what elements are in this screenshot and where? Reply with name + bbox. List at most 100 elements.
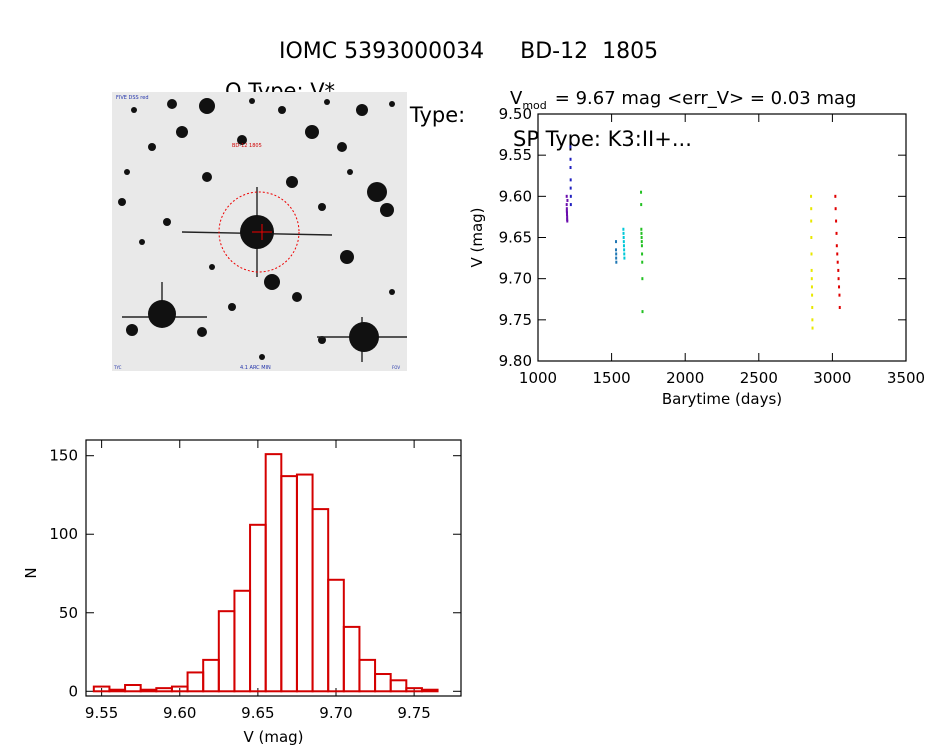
- x-tick-label: 2000: [666, 369, 704, 387]
- data-point: [622, 236, 625, 239]
- data-point: [622, 231, 625, 235]
- histogram-bar: [342, 625, 361, 693]
- data-point: [622, 227, 625, 231]
- finder-left-bottom-label: TYC: [113, 365, 122, 370]
- data-point: [835, 219, 838, 223]
- y-tick-label: 0: [68, 682, 78, 700]
- data-point: [835, 231, 838, 235]
- histogram-bar: [108, 688, 127, 693]
- data-point: [836, 252, 839, 256]
- data-point: [569, 186, 572, 190]
- x-tick-label: 9.65: [241, 704, 274, 722]
- histogram-bar: [139, 688, 158, 693]
- histogram-bar: [389, 679, 408, 693]
- histogram-bar: [264, 453, 283, 693]
- data-point: [810, 236, 813, 239]
- data-point: [810, 252, 813, 256]
- data-point: [566, 215, 569, 219]
- histogram-bar: [358, 658, 377, 693]
- data-point: [810, 207, 813, 211]
- data-point: [569, 178, 572, 182]
- data-point: [834, 207, 837, 211]
- data-point: [615, 256, 618, 260]
- data-point: [565, 207, 568, 211]
- y-tick-label: 150: [49, 447, 78, 465]
- finder-right-bottom-label: FOV: [392, 365, 400, 370]
- data-point: [837, 277, 840, 281]
- histogram-bar: [420, 688, 439, 693]
- data-point: [640, 227, 643, 231]
- data-point: [838, 305, 841, 309]
- data-point: [810, 194, 813, 198]
- data-point: [838, 293, 841, 297]
- data-point: [640, 240, 643, 244]
- data-point: [810, 285, 813, 289]
- title-prefix: V: [510, 88, 523, 109]
- data-point: [565, 194, 568, 198]
- data-point: [640, 203, 643, 207]
- data-point: [569, 157, 572, 161]
- histogram-bar: [280, 475, 298, 693]
- data-point: [615, 252, 618, 256]
- data-point: [836, 260, 839, 264]
- y-tick-label: 9.75: [499, 311, 532, 329]
- data-point: [837, 268, 840, 272]
- histogram-bar: [374, 673, 392, 693]
- light-curve-axes-frame: [537, 113, 907, 362]
- data-point: [622, 240, 625, 244]
- histogram-bar: [155, 687, 173, 693]
- finder-target-label: BD-12 1805: [232, 143, 262, 149]
- data-point: [566, 217, 569, 221]
- chart-title-line-1: IOMC 5393000034 BD-12 1805: [265, 14, 658, 64]
- histogram-bar: [124, 684, 142, 693]
- y-tick-label: 9.60: [499, 187, 532, 205]
- histogram-plot: 9.55 9.60 9.65 9.70 9.75 0 50 100 150 V (mag) N: [22, 439, 462, 746]
- data-point: [640, 190, 643, 194]
- x-tick-label: 9.55: [85, 704, 118, 722]
- data-point: [565, 211, 568, 215]
- x-axis-label: Barytime (days): [662, 390, 782, 408]
- data-point: [640, 236, 643, 239]
- x-axis-label: V (mag): [243, 728, 303, 746]
- data-point: [569, 145, 572, 149]
- histogram-bar: [217, 610, 236, 693]
- data-point: [810, 219, 813, 223]
- y-tick-label: 9.55: [499, 146, 532, 164]
- histogram-axes-frame: [85, 439, 462, 697]
- histogram-bar: [202, 658, 220, 693]
- x-tick-label: 2500: [740, 369, 778, 387]
- y-tick-label: 9.70: [499, 270, 532, 288]
- data-point: [623, 256, 626, 260]
- title-rest: = 9.67 mag <err_V> = 0.03 mag: [555, 88, 857, 109]
- data-point: [569, 203, 572, 207]
- y-tick-label: 9.80: [499, 352, 532, 370]
- data-point: [811, 293, 814, 297]
- data-point: [623, 248, 626, 252]
- y-tick-label: 9.65: [499, 229, 532, 247]
- histogram-bar: [249, 523, 267, 693]
- data-point: [615, 240, 618, 244]
- finder-scale-label: 4.1 ARC MIN: [240, 365, 271, 371]
- histogram-bar: [327, 578, 345, 693]
- title-subscript: mod: [522, 99, 546, 112]
- x-tick-label: 1000: [519, 369, 557, 387]
- histogram-bar: [295, 473, 314, 693]
- light-curve-plot: 1000 1500 2000 2500 3000 3500 9.50 9.55 9.60 9.65…: [468, 88, 925, 408]
- data-point: [569, 194, 572, 198]
- x-tick-label: 1500: [593, 369, 631, 387]
- y-axis-label: N: [22, 567, 40, 578]
- data-point: [811, 305, 814, 309]
- sptype-label: SP Type: K3:II+...: [513, 127, 692, 151]
- light-curve-title: Vmod = 9.67 mag <err_V> = 0.03 mag: [510, 88, 856, 112]
- data-point: [615, 248, 618, 252]
- x-tick-label: 9.70: [319, 704, 352, 722]
- data-point: [641, 252, 644, 256]
- data-point: [623, 252, 626, 256]
- data-point: [615, 260, 618, 264]
- data-point: [640, 231, 643, 235]
- x-tick-label: 3500: [887, 369, 925, 387]
- data-point: [565, 209, 568, 213]
- finder-chart-image: FIVE DSS red BD-12 1805 4.1 ARC MIN TYC …: [112, 92, 407, 371]
- finder-corner-label: FIVE DSS red: [116, 95, 149, 101]
